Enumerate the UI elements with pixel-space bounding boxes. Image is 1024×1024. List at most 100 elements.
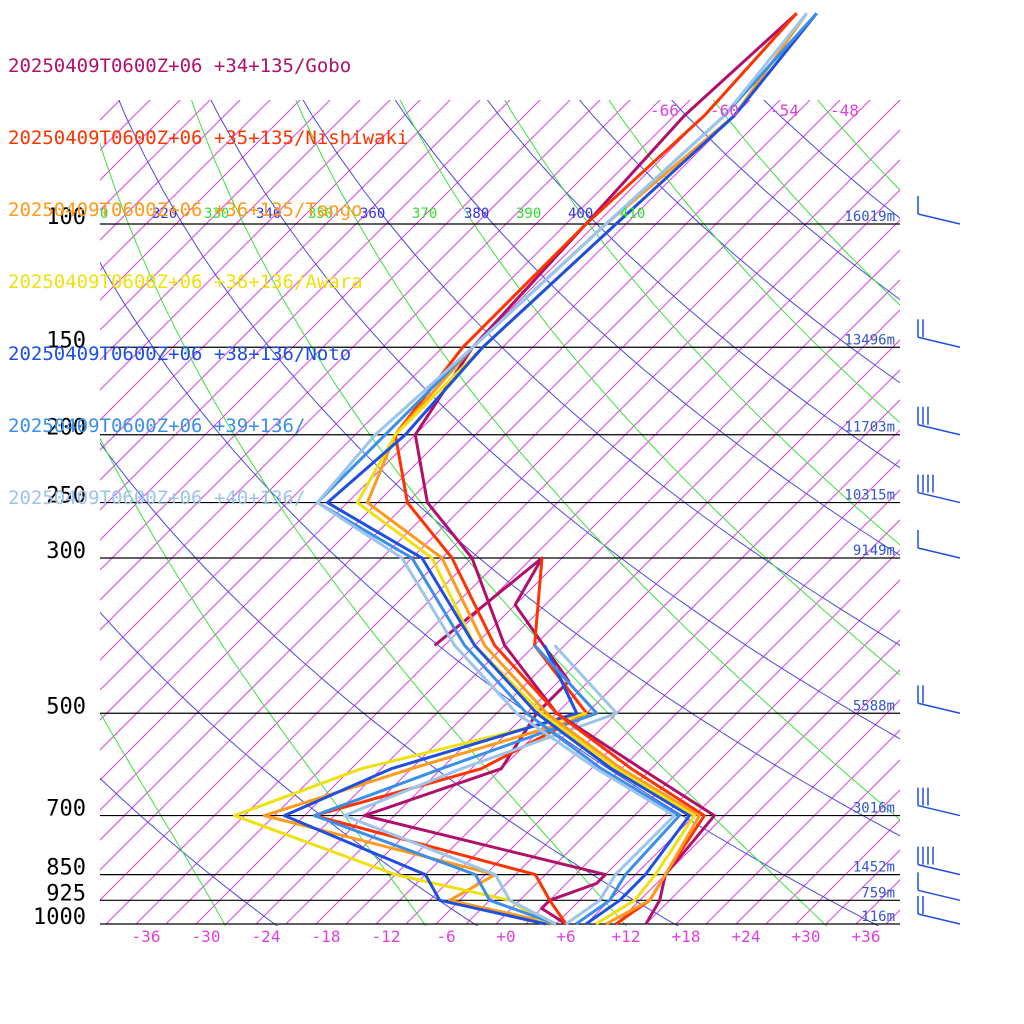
isotherm-line [100,100,151,151]
legend-entry: 20250409T0600Z+06 +40+136/ [8,487,306,509]
theta-label: 390 [516,206,541,222]
theta-label: 370 [412,206,437,222]
legend-entry: 20250409T0600Z+06 +39+136/ [8,415,306,437]
wind-barb-staff [917,889,961,902]
isotherm-label: -54 [770,101,799,120]
dry-adiabat-line [100,442,679,926]
temperature-profile [413,12,798,925]
isotherm-line [1006,0,1024,924]
isotherm-line [615,639,900,925]
moist-adiabat-line [504,100,900,546]
height-label: 11703m [844,420,895,436]
moist-adiabat-line [608,100,900,424]
isotherm-line [405,429,900,925]
wind-barb-staff [917,702,961,715]
isotherm-line [465,489,900,925]
temperature-tick-label: -18 [312,927,341,946]
temperature-tick-label: +36 [852,927,881,946]
height-label: 1452m [853,860,895,876]
isotherm-line [100,100,121,121]
temperature-tick-label: +30 [792,927,821,946]
wind-barb-staff [917,804,961,817]
isotherm-line [100,100,421,421]
height-label: 5588m [853,698,895,714]
temperature-tick-label: +6 [556,927,575,946]
isotherm-line [100,100,211,211]
pressure-label: 200 [46,416,86,441]
dry-adiabat-line [394,100,900,556]
theta-label: 410 [620,206,645,222]
isotherm-line [100,100,361,361]
isotherm-label: -66 [650,101,679,120]
moist-adiabat-line [295,100,900,821]
pressure-label: 100 [46,205,86,230]
moist-adiabat-line [100,437,427,926]
temperature-profile [325,12,818,926]
wind-barb [917,196,961,225]
temperature-tick-label: -24 [252,927,281,946]
isotherm-line [855,879,900,925]
legend-entry: 20250409T0600Z+06 +35+135/Nishiwaki [8,127,409,149]
isobar-lines [100,223,900,925]
theta-label: 360 [360,206,385,222]
legend-entry: 20250409T0600Z+06 +38+136/Noto [8,343,352,365]
isotherm-line [735,759,900,925]
pressure-label: 700 [46,797,86,822]
isotherm-line [795,819,900,925]
legend-entry: 20250409T0600Z+06 +34+135/Gobo [8,55,352,77]
height-label: 116m [861,909,895,925]
isotherm-line [100,100,181,181]
moist-adiabat-lines [100,69,1024,939]
height-label: 3016m [853,801,895,817]
dry-adiabat-line [578,100,900,384]
isotherm-line [645,669,900,925]
isotherm-line [976,0,1024,924]
moist-adiabat-line [190,100,828,926]
temperature-tick-label: +24 [732,927,761,946]
temperature-tick-label: -12 [372,927,401,946]
dewpoint-profiles [232,556,619,926]
wind-barb [917,846,961,876]
theta-label: 0 [100,206,108,222]
pressure-label: 300 [46,539,86,564]
height-label: 13496m [844,332,895,348]
isotherm-line [100,100,331,331]
dry-adiabat-line [302,100,900,646]
isotherm-line [100,100,301,301]
pressure-label: 1000 [33,905,86,930]
moist-adiabat-line [893,69,1024,939]
temperature-profile [355,12,818,926]
isotherm-line [100,100,241,241]
legend-entry: 20250409T0600Z+06 +36+135/Tango [8,199,363,221]
isotherm-line [885,909,900,925]
wind-barb [917,872,961,902]
dewpoint-profile [342,644,619,926]
wind-barb-staff [917,213,961,225]
wind-barb [917,529,961,559]
dewpoint-profile [282,644,579,926]
theta-label: 320 [152,206,177,222]
dry-adiabat-line [486,100,900,469]
dry-adiabat-line [100,777,279,926]
height-label: 16019m [844,209,895,225]
wind-barb [917,896,961,925]
isotherm-line [825,849,900,925]
isotherm-label: -48 [830,101,859,120]
isotherm-line [705,729,900,925]
dry-adiabat-line [210,100,900,740]
temperature-tick-label: -36 [132,927,161,946]
isotherm-line [525,549,900,925]
wind-barbs [917,196,961,925]
dewpoint-profile [312,644,599,926]
isotherm-line [585,609,900,925]
isotherm-line [916,0,1024,924]
theta-label: 350 [308,206,333,222]
temperature-tick-label: -6 [436,927,455,946]
temperature-profiles [315,12,818,926]
isotherm-line [100,100,391,391]
wind-barb-staff [917,336,961,348]
wind-barb-staff [917,547,961,559]
pressure-label: 850 [46,856,86,881]
